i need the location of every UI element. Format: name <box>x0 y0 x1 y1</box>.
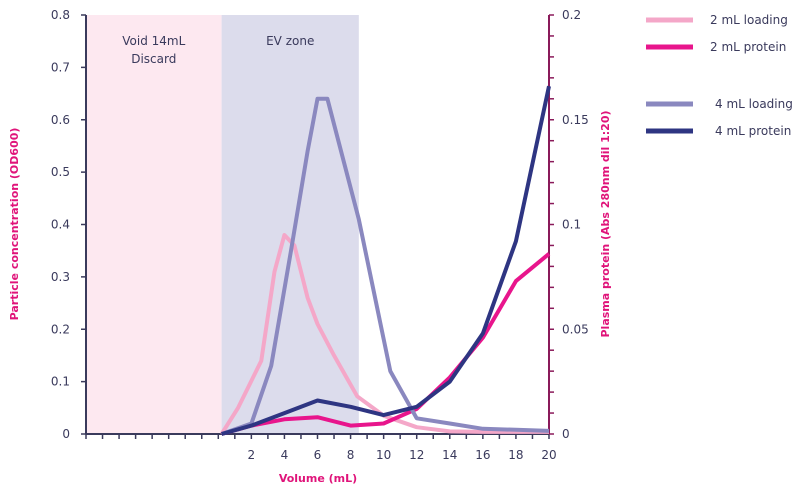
y-right-tick-label: 0.15 <box>562 113 589 127</box>
x-tick-label: 6 <box>314 448 322 462</box>
x-tick-label: 20 <box>541 448 556 462</box>
y-right-tick-label: 0.1 <box>562 218 581 232</box>
x-tick-label: 10 <box>376 448 391 462</box>
y-axis-left-title: Particle concentration (OD600) <box>8 128 21 321</box>
y-left-tick-label: 0.8 <box>51 8 70 22</box>
y-left-tick-label: 0.1 <box>51 375 70 389</box>
y-left-tick-label: 0.2 <box>51 322 70 336</box>
y-right-tick-label: 0 <box>562 427 570 441</box>
x-tick-label: 14 <box>442 448 457 462</box>
y-axis-left: 0 0.1 0.2 0.3 0.4 0.5 0.6 0.7 0.8 <box>51 8 87 441</box>
shaded-regions: Void 14mL Discard EV zone <box>86 15 359 434</box>
region-2 <box>221 15 359 434</box>
y-left-tick-label: 0.5 <box>51 165 70 179</box>
x-tick-label: 8 <box>347 448 355 462</box>
series-line-2-ml-protein <box>221 252 551 436</box>
y-right-tick-label: 0.2 <box>562 8 581 22</box>
series-line-4-ml-protein <box>221 85 551 436</box>
y-left-tick-label: 0.3 <box>51 270 70 284</box>
x-axis-title: Volume (mL) <box>279 472 357 485</box>
y-axis-right: 0 0.05 0.1 0.15 0.2 <box>548 8 589 441</box>
series-line-4-ml-loading <box>220 96 550 436</box>
region-label: Void 14mL <box>122 34 185 48</box>
legend-label: 2 mL loading <box>710 13 788 27</box>
region-label: Discard <box>131 52 176 66</box>
x-tick-label: 2 <box>248 448 256 462</box>
y-axis-right-title: Plasma protein (Abs 280nm dil 1:20) <box>599 110 612 337</box>
legend-label: 4 mL loading <box>715 97 793 111</box>
x-tick-label: 4 <box>281 448 289 462</box>
legend-label: 4 mL protein <box>715 124 791 138</box>
y-left-tick-label: 0 <box>62 427 70 441</box>
y-left-tick-label: 0.6 <box>51 113 70 127</box>
y-left-tick-label: 0.7 <box>51 60 70 74</box>
legend: 2 mL loading 2 mL protein 4 mL loading 4 mL… <box>646 13 793 138</box>
x-axis: 2 4 6 8 10 12 14 16 18 20 <box>85 433 557 462</box>
x-tick-label: 12 <box>409 448 424 462</box>
region-label: EV zone <box>266 34 314 48</box>
x-tick-label: 18 <box>508 448 523 462</box>
region-1 <box>86 15 222 434</box>
legend-label: 2 mL protein <box>710 40 786 54</box>
series-line-2-ml-loading <box>219 233 549 436</box>
y-left-tick-label: 0.4 <box>51 218 70 232</box>
series-lines <box>219 85 551 436</box>
y-right-tick-label: 0.05 <box>562 322 589 336</box>
x-tick-label: 16 <box>475 448 490 462</box>
